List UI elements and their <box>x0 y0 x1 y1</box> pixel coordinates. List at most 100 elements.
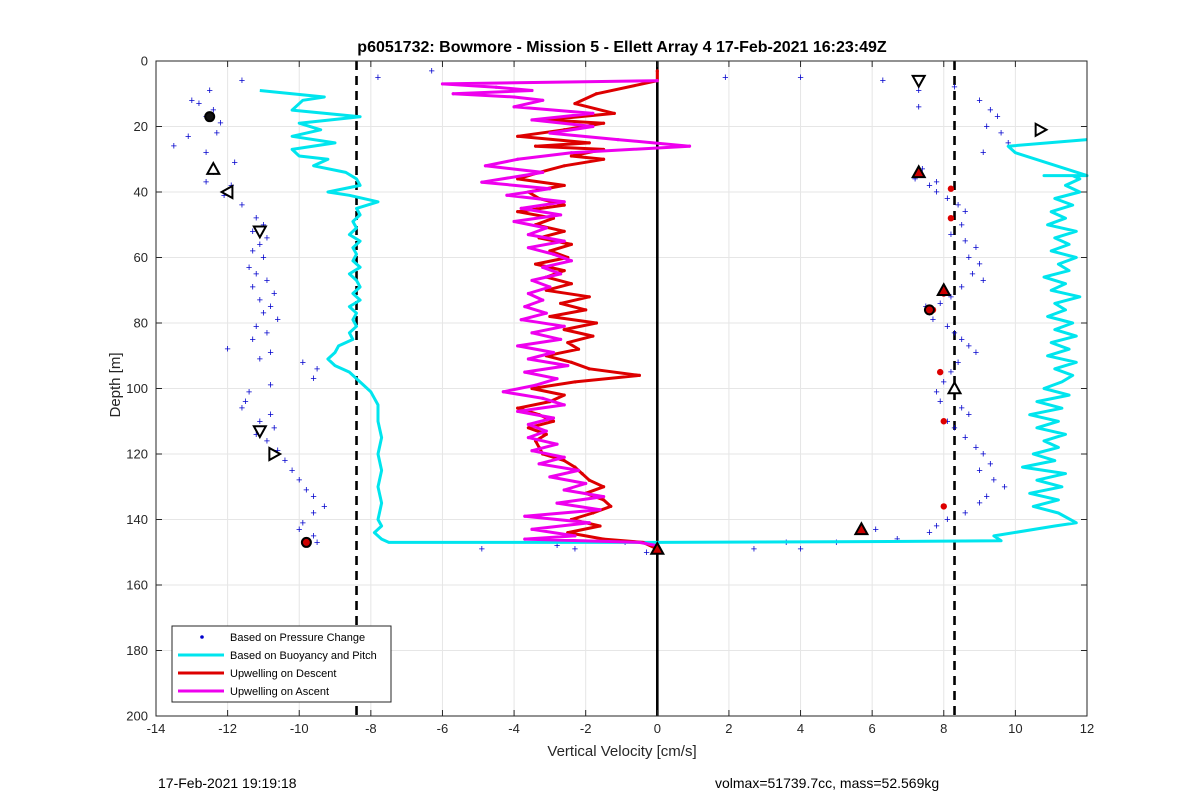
pressure-change-point: + <box>249 245 255 257</box>
y-tick-label: 120 <box>126 447 148 462</box>
series-point-3 <box>601 494 606 499</box>
series-point-3 <box>637 540 642 545</box>
series-point-2 <box>587 141 591 145</box>
series-point-2 <box>573 465 577 469</box>
x-tick-label: -12 <box>218 721 237 736</box>
series-point-2 <box>516 134 520 138</box>
series-point-3 <box>544 311 548 315</box>
series-point-3 <box>530 118 534 122</box>
series-point-2 <box>562 327 566 332</box>
pressure-change-point: + <box>976 95 982 107</box>
marker-triangle-down <box>911 74 927 89</box>
series-point-2 <box>573 101 577 106</box>
pressure-change-point: + <box>257 239 263 251</box>
series-line-3 <box>441 79 691 548</box>
pressure-change-point: + <box>185 131 191 143</box>
marker-triangle-up <box>911 164 927 179</box>
pressure-change-point: + <box>264 275 270 287</box>
series-point-3 <box>548 187 552 191</box>
series-point-2 <box>559 301 563 305</box>
pressure-change-point: + <box>948 291 954 303</box>
pressure-change-point: + <box>314 537 320 549</box>
x-axis-label: Vertical Velocity [cm/s] <box>547 743 696 760</box>
pressure-change-point: + <box>926 180 932 192</box>
pressure-change-point: + <box>239 200 245 212</box>
pressure-change-point: + <box>296 475 302 487</box>
pressure-change-point: + <box>958 334 964 346</box>
marker-circle <box>300 536 312 548</box>
legend: Based on Pressure Change Based on Buoyanc… <box>171 625 392 703</box>
series-point-3 <box>569 259 573 263</box>
series-point-2 <box>587 478 591 482</box>
x-tick-label: 2 <box>725 721 732 736</box>
pressure-change-point: + <box>282 455 288 467</box>
pressure-change-point: + <box>976 498 982 510</box>
series-point-2 <box>562 229 566 233</box>
pressure-change-point: + <box>217 118 223 130</box>
pressure-change-point: + <box>951 422 957 434</box>
series-point-3 <box>519 206 523 210</box>
footer-timestamp: 17-Feb-2021 19:19:18 <box>158 775 297 791</box>
pressure-change-point: + <box>253 213 259 225</box>
pressure-change-point: + <box>310 373 316 385</box>
series-point-3 <box>541 170 545 174</box>
series-point-2 <box>594 92 599 96</box>
series-point-2 <box>562 164 566 168</box>
series-point-3 <box>451 92 455 96</box>
marker-triangle-up <box>853 521 870 536</box>
pressure-change-point: + <box>958 219 964 231</box>
series-point-2 <box>584 308 588 312</box>
pressure-change-point: + <box>300 357 306 369</box>
series-point-3 <box>555 442 559 446</box>
series-point-2 <box>551 419 556 423</box>
series-point-2 <box>516 210 520 214</box>
marker-circle <box>204 111 216 123</box>
series-point-3 <box>533 383 538 387</box>
series-point-3 <box>483 164 488 168</box>
pressure-change-point: + <box>203 177 209 189</box>
pressure-change-point: + <box>984 491 990 503</box>
series-point-2 <box>569 242 573 246</box>
pressure-change-point: + <box>951 327 957 339</box>
series-point-2 <box>566 341 570 345</box>
pressure-change-point: + <box>966 409 972 421</box>
pressure-change-point: + <box>303 485 309 497</box>
pressure-change-point: + <box>206 85 212 97</box>
pressure-change-point: + <box>296 524 302 536</box>
series-point-2 <box>601 157 606 161</box>
pressure-change-point: + <box>987 105 993 117</box>
x-tick-label: -8 <box>365 721 377 736</box>
series-point-3 <box>516 409 520 414</box>
pressure-change-point: + <box>257 295 263 307</box>
pressure-change-point: + <box>267 380 273 392</box>
series-point-3 <box>559 272 563 276</box>
pressure-change-point: + <box>203 147 209 159</box>
pressure-change-point: + <box>958 403 964 415</box>
pressure-change-point: + <box>973 347 979 359</box>
y-tick-label: 0 <box>141 54 148 69</box>
series-point-3 <box>516 344 520 348</box>
series-point-3 <box>555 377 559 381</box>
series-point-3 <box>541 298 545 302</box>
pressure-change-point: + <box>998 128 1004 140</box>
axes: -14 -12 -10 -8 -6 -4 -2 0 2 4 6 8 10 1202040608010012… <box>126 54 1094 737</box>
series-point-3 <box>548 475 552 479</box>
series-point-3 <box>526 246 531 250</box>
marker-circle <box>923 304 935 316</box>
series-point-3 <box>512 219 516 224</box>
series-point-3 <box>512 95 516 99</box>
series-point-3 <box>519 318 523 322</box>
series-point-3 <box>526 436 531 440</box>
series-point-2 <box>573 380 577 384</box>
x-tick-label: 4 <box>797 721 804 736</box>
reference-lines <box>355 61 956 716</box>
series-point-3 <box>544 429 548 433</box>
pressure-change-point: + <box>991 475 997 487</box>
series-point-3 <box>530 278 534 283</box>
series-point-2 <box>544 432 548 436</box>
series-point-2 <box>612 111 616 115</box>
pressure-change-point: + <box>948 367 954 379</box>
series-point-3 <box>562 239 566 243</box>
series-point-3 <box>562 403 566 407</box>
